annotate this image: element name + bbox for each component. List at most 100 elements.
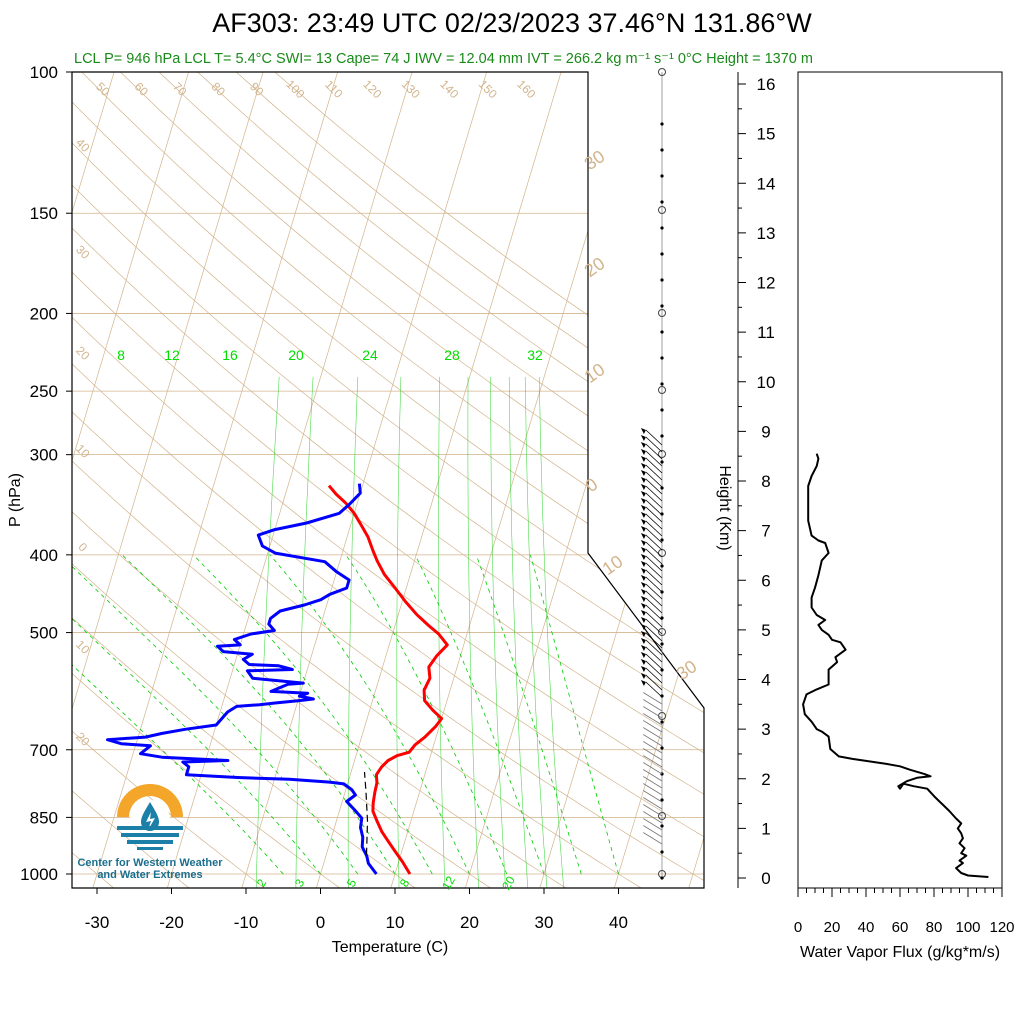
- wind-barb-flag: [640, 596, 646, 602]
- x-tick-label: -30: [85, 913, 110, 932]
- mixing-ratio-label: 20: [288, 347, 304, 363]
- y-axis-label: P (hPa): [7, 473, 24, 527]
- wind-barb: [645, 569, 663, 586]
- height-tick-label: 0: [761, 869, 770, 888]
- moist-adiabat: [475, 554, 582, 875]
- barb-calm-circle: [658, 628, 666, 636]
- wind-barb: [645, 667, 663, 684]
- isotherm-label: 20: [73, 343, 93, 363]
- wind-barb: [643, 727, 663, 740]
- dry-adiabat: [72, 72, 194, 888]
- flux-x-tick-label: 20: [824, 919, 841, 936]
- height-tick-label: 10: [757, 373, 776, 392]
- wind-barb: [645, 506, 663, 523]
- wind-barb: [645, 534, 663, 551]
- isotherm-label: 80: [209, 79, 229, 99]
- wind-barb-flag: [640, 561, 646, 567]
- dry-adiabat: [120, 72, 704, 888]
- wind-barb: [643, 804, 663, 817]
- skewt-grid: 50 60 70 80 90 100 110 120 130 140 150 160403020100…: [72, 72, 704, 888]
- wind-barb-flag: [640, 519, 646, 525]
- dry-adiabat: [72, 72, 704, 888]
- wind-barb-flag: [640, 603, 646, 609]
- wind-barb: [645, 450, 663, 467]
- wind-barb: [645, 604, 663, 621]
- height-axis-label: Height (Km): [716, 465, 733, 550]
- mixing-ratio-line: [490, 376, 506, 888]
- skewt-frame: [71, 71, 705, 889]
- mixing-ratio-label: 24: [362, 347, 378, 363]
- wind-barb-flag: [640, 673, 646, 679]
- wind-barb: [645, 583, 663, 600]
- wind-barb-flag: [640, 477, 646, 483]
- wind-barb-flag: [640, 449, 646, 455]
- wind-barb: [643, 734, 663, 747]
- wind-barb-flag: [640, 610, 646, 616]
- y-tick-label: 300: [30, 446, 58, 465]
- wind-barb-flag: [640, 533, 646, 539]
- mixing-ratio-line: [467, 376, 480, 888]
- wind-barb: [645, 653, 663, 670]
- x-tick-label: -20: [159, 913, 184, 932]
- isotherm-label: 60: [132, 79, 152, 99]
- mixing-ratio-line: [396, 376, 402, 888]
- wind-barb: [645, 492, 663, 509]
- height-tick-label: 2: [761, 770, 770, 789]
- dry-adiabat: [72, 72, 571, 888]
- barb-dot: [660, 876, 664, 880]
- x-tick-label: 20: [460, 913, 479, 932]
- parcel-profile: [363, 771, 369, 855]
- barb-dot: [660, 824, 664, 828]
- skewt-data: [106, 483, 449, 875]
- height-tick-label: 3: [761, 720, 770, 739]
- wind-barb-flag: [640, 666, 646, 672]
- barb-dot: [660, 746, 664, 750]
- height-tick-label: 11: [757, 323, 775, 342]
- flux-x-tick-label: 120: [989, 919, 1014, 936]
- x-tick-label: -10: [234, 913, 259, 932]
- wind-barb: [645, 436, 663, 453]
- vapor-flux-panel: 0 20 40 60 80 100 120 Water Vapor Flux (g/kg*m/…: [794, 71, 1015, 961]
- wind-barb: [643, 811, 663, 824]
- barb-dot: [660, 720, 664, 724]
- isotherm-label: 20: [581, 253, 609, 281]
- barb-dot: [660, 122, 664, 126]
- barb-dot: [660, 252, 664, 256]
- barb-calm-circle: [658, 812, 666, 820]
- isotherm-line: [72, 72, 120, 888]
- wind-barb-flag: [640, 456, 646, 462]
- dry-adiabat: [81, 72, 704, 888]
- height-tick-label: 13: [757, 224, 776, 243]
- wind-barb-flag: [640, 491, 646, 497]
- wind-barb: [643, 825, 663, 838]
- wind-barb: [645, 625, 663, 642]
- wind-barb: [645, 681, 663, 698]
- wind-barb-flag: [640, 582, 646, 588]
- wind-barb: [643, 720, 663, 733]
- isotherm-line: [538, 72, 704, 888]
- y-tick-label: 850: [30, 808, 58, 827]
- barb-dot: [660, 278, 664, 282]
- isotherm-line: [166, 72, 418, 888]
- isotherm-line: [315, 72, 567, 888]
- moist-adiabat: [414, 554, 545, 875]
- sounding-stats-line: LCL P= 946 hPa LCL T= 5.4°C SWI= 13 Cape…: [74, 51, 813, 67]
- dry-adiabat: [72, 72, 269, 888]
- wind-barb: [645, 457, 663, 474]
- wind-barb: [643, 783, 663, 796]
- wind-barb: [645, 597, 663, 614]
- wind-barb-flag: [640, 554, 646, 560]
- barb-calm-circle: [658, 386, 666, 394]
- height-tick-label: 5: [761, 621, 770, 640]
- wind-barb: [645, 674, 663, 691]
- flux-x-tick-label: 100: [955, 919, 980, 936]
- flux-x-tick-label: 40: [858, 919, 875, 936]
- cw3e-logo: Center for Western Weather and Water Ext…: [60, 782, 240, 881]
- moist-adiabat: [345, 554, 508, 875]
- barb-dot: [660, 538, 664, 542]
- dry-adiabat: [72, 72, 647, 888]
- height-tick-label: 6: [761, 571, 770, 590]
- isotherm-line: [240, 72, 493, 888]
- wind-barb: [643, 762, 663, 775]
